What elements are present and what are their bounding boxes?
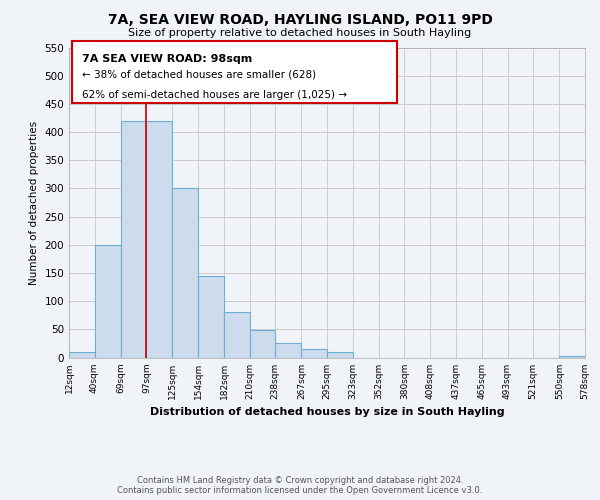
Bar (301, 349, 327, 358)
Bar (69, 352, 95, 358)
Text: Size of property relative to detached houses in South Hayling: Size of property relative to detached ho… (128, 28, 472, 38)
Text: Contains HM Land Registry data © Crown copyright and database right 2024.
Contai: Contains HM Land Registry data © Crown c… (118, 476, 482, 495)
Bar (250, 330, 275, 357)
Text: 7A, SEA VIEW ROAD, HAYLING ISLAND, PO11 9PD: 7A, SEA VIEW ROAD, HAYLING ISLAND, PO11 … (107, 12, 493, 26)
X-axis label: Distribution of detached houses by size in South Hayling: Distribution of detached houses by size … (149, 407, 505, 417)
Text: ← 38% of detached houses are smaller (628): ← 38% of detached houses are smaller (62… (82, 69, 316, 79)
FancyBboxPatch shape (71, 42, 397, 104)
Bar (199, 276, 224, 357)
Bar (121, 121, 146, 358)
Bar (172, 188, 199, 358)
Bar (224, 312, 250, 358)
Bar (275, 344, 301, 357)
Bar (327, 352, 353, 358)
Y-axis label: Number of detached properties: Number of detached properties (29, 120, 39, 284)
Text: 62% of semi-detached houses are larger (1,025) →: 62% of semi-detached houses are larger (… (82, 90, 347, 100)
Bar (146, 121, 172, 358)
Text: 7A SEA VIEW ROAD: 98sqm: 7A SEA VIEW ROAD: 98sqm (82, 54, 252, 64)
Bar (559, 356, 585, 358)
Bar (95, 245, 121, 358)
